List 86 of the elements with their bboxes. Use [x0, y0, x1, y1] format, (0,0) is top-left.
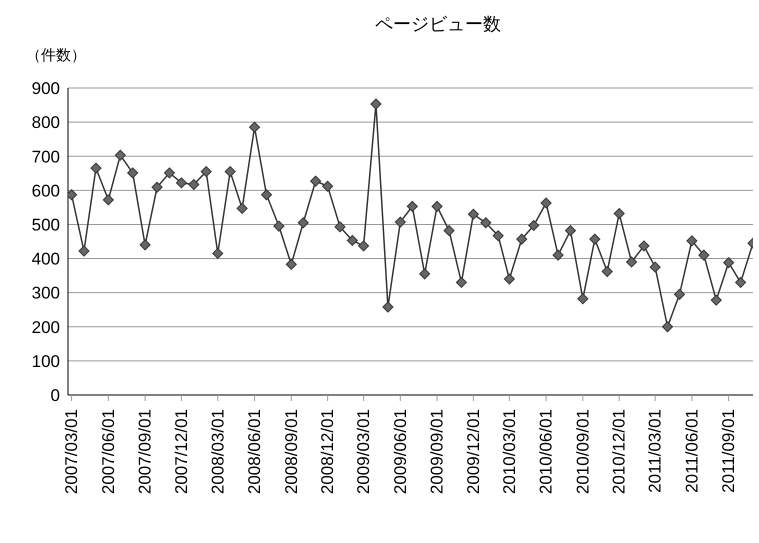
point: [382, 301, 394, 312]
point: [626, 256, 638, 268]
point: [236, 202, 248, 214]
x-tick-label: 2008/06/01: [245, 409, 264, 494]
y-tick-label: 200: [32, 318, 60, 337]
point: [540, 197, 552, 208]
point: [456, 276, 467, 288]
y-tick-label: 300: [32, 284, 60, 303]
y-tick-label: 700: [32, 147, 60, 166]
y-tick-label: 800: [32, 113, 60, 132]
point: [735, 276, 746, 288]
point: [589, 234, 600, 245]
point: [394, 216, 406, 228]
point: [334, 221, 346, 232]
point: [212, 248, 224, 259]
x-tick-label: 2011/06/01: [682, 409, 702, 493]
point: [152, 182, 163, 193]
point: [164, 167, 175, 178]
point: [674, 288, 686, 300]
x-tick-label: 2007/09/01: [136, 409, 155, 494]
y-tick-label: 600: [32, 181, 60, 200]
point: [710, 294, 722, 306]
point: [286, 258, 297, 270]
point: [650, 262, 661, 273]
x-tick-label: 2009/03/01: [354, 409, 374, 494]
y-tick-label: 400: [32, 250, 60, 269]
x-tick-label: 2007/06/01: [98, 409, 118, 494]
x-tick-label: 2011/03/01: [646, 409, 665, 493]
point: [406, 200, 418, 212]
point: [176, 177, 187, 188]
point: [298, 217, 309, 228]
point: [698, 250, 710, 261]
x-tick-label: 2008/12/01: [318, 409, 338, 494]
point: [127, 167, 138, 178]
point: [358, 240, 370, 252]
point: [528, 220, 540, 231]
point: [480, 217, 492, 228]
point: [662, 321, 674, 332]
point: [370, 98, 382, 110]
x-tick-label: 2010/12/01: [610, 409, 629, 494]
x-tick-label: 2007/03/01: [62, 409, 82, 494]
point: [504, 274, 515, 285]
point: [200, 166, 212, 178]
point: [638, 240, 650, 252]
point: [261, 189, 272, 200]
chart-title: ページビュー数: [374, 13, 502, 36]
point: [310, 176, 322, 187]
x-tick-label: 2008/03/01: [208, 409, 228, 494]
y-tick-label: 100: [32, 352, 60, 371]
point: [140, 239, 151, 250]
point: [552, 250, 564, 261]
point: [188, 179, 200, 190]
point: [322, 180, 334, 192]
y-tick-label: 0: [50, 386, 60, 406]
x-tick-label: 2010/03/01: [500, 409, 519, 494]
point: [723, 257, 734, 268]
y-tick-label: 900: [32, 79, 60, 98]
point: [516, 234, 528, 245]
point: [686, 235, 698, 246]
point: [468, 208, 479, 220]
point: [273, 220, 284, 232]
x-tick-label: 2008/09/01: [282, 409, 301, 494]
x-tick-label: 2010/06/01: [536, 409, 556, 494]
x-tick-label: 2009/12/01: [464, 409, 483, 494]
point: [224, 166, 236, 178]
x-tick-label: 2009/09/01: [428, 409, 447, 494]
x-tick-label: 2010/09/01: [573, 409, 592, 494]
point: [249, 122, 260, 133]
point: [90, 162, 102, 174]
point: [577, 293, 588, 304]
point: [602, 266, 613, 278]
x-tick-label: 2011/09/01: [719, 409, 738, 493]
point: [564, 225, 576, 236]
x-tick-label: 2009/06/01: [390, 409, 410, 494]
point: [432, 200, 443, 212]
point: [419, 268, 430, 280]
point: [492, 230, 504, 242]
point: [114, 150, 126, 161]
x-tick-label: 2007/12/01: [172, 409, 191, 494]
point: [614, 208, 625, 220]
y-tick-label: 500: [32, 215, 60, 234]
point: [78, 246, 90, 257]
point: [346, 234, 358, 246]
y-axis-title: （件数）: [26, 46, 86, 65]
point: [102, 194, 114, 206]
point: [444, 225, 455, 236]
